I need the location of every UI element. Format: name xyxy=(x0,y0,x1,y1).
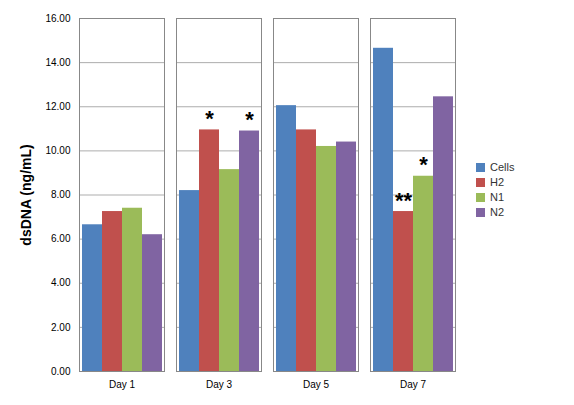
svg-text:14.00: 14.00 xyxy=(45,57,70,68)
html-text:Cells: Cells xyxy=(490,161,515,173)
svg-text:0.00: 0.00 xyxy=(51,366,71,377)
svg-text:10.00: 10.00 xyxy=(45,145,70,156)
svg-text:2.00: 2.00 xyxy=(51,322,71,333)
svg-text:Day 3: Day 3 xyxy=(206,379,233,390)
svg-text:Day 5: Day 5 xyxy=(303,379,330,390)
svg-text:4.00: 4.00 xyxy=(51,277,71,288)
svg-text:Day 7: Day 7 xyxy=(400,379,427,390)
svg-text:8.00: 8.00 xyxy=(51,189,71,200)
svg-text:16.00: 16.00 xyxy=(45,13,70,24)
html-text:H2: H2 xyxy=(490,176,505,188)
svg-text:12.00: 12.00 xyxy=(45,101,70,112)
svg-text:6.00: 6.00 xyxy=(51,233,71,244)
svg-text:*: * xyxy=(419,152,428,177)
html-text:N2: N2 xyxy=(490,206,505,218)
html-text:N1: N1 xyxy=(490,191,505,203)
svg-text:**: ** xyxy=(395,188,413,213)
svg-text:*: * xyxy=(245,107,254,132)
svg-text:*: * xyxy=(205,106,214,131)
svg-text:Day 1: Day 1 xyxy=(109,379,136,390)
svg-text:dsDNA (ng/mL): dsDNA (ng/mL) xyxy=(18,144,34,245)
